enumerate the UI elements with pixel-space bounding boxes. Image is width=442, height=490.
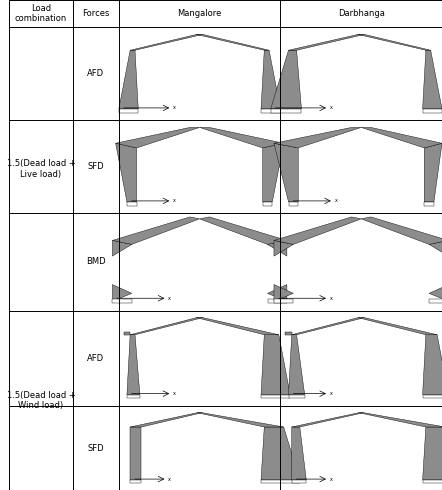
Bar [112, 299, 132, 303]
Text: 1.5(Dead load +
Wind load): 1.5(Dead load + Wind load) [7, 391, 76, 410]
Text: Load
combination: Load combination [15, 4, 67, 23]
Text: AFD: AFD [87, 69, 104, 78]
Polygon shape [271, 50, 301, 109]
Text: x: x [173, 105, 176, 110]
Text: AFD: AFD [87, 354, 104, 363]
Bar [127, 202, 137, 206]
Text: Mangalore: Mangalore [177, 9, 222, 18]
Bar [423, 394, 442, 398]
Polygon shape [119, 50, 138, 109]
Polygon shape [267, 241, 287, 256]
Polygon shape [124, 332, 130, 335]
Text: x: x [335, 198, 338, 203]
Polygon shape [285, 332, 292, 335]
Bar [429, 299, 442, 303]
Polygon shape [359, 413, 442, 427]
Polygon shape [423, 427, 442, 480]
Text: SFD: SFD [88, 162, 104, 171]
Polygon shape [130, 427, 141, 480]
Bar [119, 109, 138, 113]
Text: x: x [168, 477, 171, 482]
Bar [261, 480, 300, 483]
Polygon shape [274, 143, 298, 202]
Bar [274, 299, 293, 303]
Polygon shape [263, 143, 284, 202]
Bar [261, 109, 280, 113]
Polygon shape [274, 217, 361, 245]
Polygon shape [289, 335, 305, 394]
Polygon shape [429, 241, 442, 256]
Text: x: x [330, 105, 333, 110]
Bar [424, 202, 434, 206]
Text: x: x [330, 391, 333, 396]
Polygon shape [116, 143, 137, 202]
Polygon shape [200, 127, 284, 148]
Polygon shape [261, 427, 300, 480]
Polygon shape [423, 335, 442, 394]
Polygon shape [112, 241, 132, 256]
Bar [127, 394, 140, 398]
Polygon shape [261, 50, 280, 109]
Polygon shape [112, 217, 200, 245]
Polygon shape [261, 335, 290, 394]
Polygon shape [358, 318, 437, 335]
Bar [130, 480, 141, 483]
Bar [423, 480, 442, 483]
Polygon shape [274, 127, 361, 148]
Bar [423, 109, 442, 113]
Polygon shape [358, 34, 431, 50]
Polygon shape [112, 285, 132, 301]
Polygon shape [292, 413, 364, 427]
Polygon shape [130, 34, 203, 50]
Polygon shape [361, 127, 442, 148]
Polygon shape [423, 50, 442, 109]
Polygon shape [196, 318, 279, 335]
Text: x: x [168, 296, 171, 301]
Bar [261, 394, 290, 398]
Polygon shape [292, 427, 306, 480]
Polygon shape [116, 127, 200, 148]
Text: x: x [173, 198, 176, 203]
Bar [271, 109, 301, 113]
Polygon shape [267, 285, 287, 301]
Text: Forces: Forces [82, 9, 110, 18]
Polygon shape [274, 285, 293, 301]
Bar [289, 202, 298, 206]
Polygon shape [289, 34, 365, 50]
Polygon shape [361, 217, 442, 245]
Polygon shape [197, 413, 284, 427]
Bar [289, 394, 305, 398]
Text: Darbhanga: Darbhanga [338, 9, 385, 18]
Polygon shape [130, 318, 203, 335]
Text: 1.5(Dead load +
Live load): 1.5(Dead load + Live load) [7, 159, 76, 179]
Polygon shape [424, 143, 442, 202]
Polygon shape [196, 34, 269, 50]
Text: BMD: BMD [86, 258, 106, 267]
Text: SFD: SFD [88, 443, 104, 452]
Text: x: x [173, 391, 176, 396]
Bar [267, 299, 287, 303]
Bar [263, 202, 272, 206]
Polygon shape [200, 217, 287, 245]
Polygon shape [429, 285, 442, 301]
Polygon shape [292, 318, 365, 335]
Bar [292, 480, 306, 483]
Polygon shape [130, 413, 202, 427]
Text: x: x [330, 477, 333, 482]
Text: x: x [330, 296, 333, 301]
Polygon shape [127, 335, 140, 394]
Polygon shape [274, 241, 293, 256]
